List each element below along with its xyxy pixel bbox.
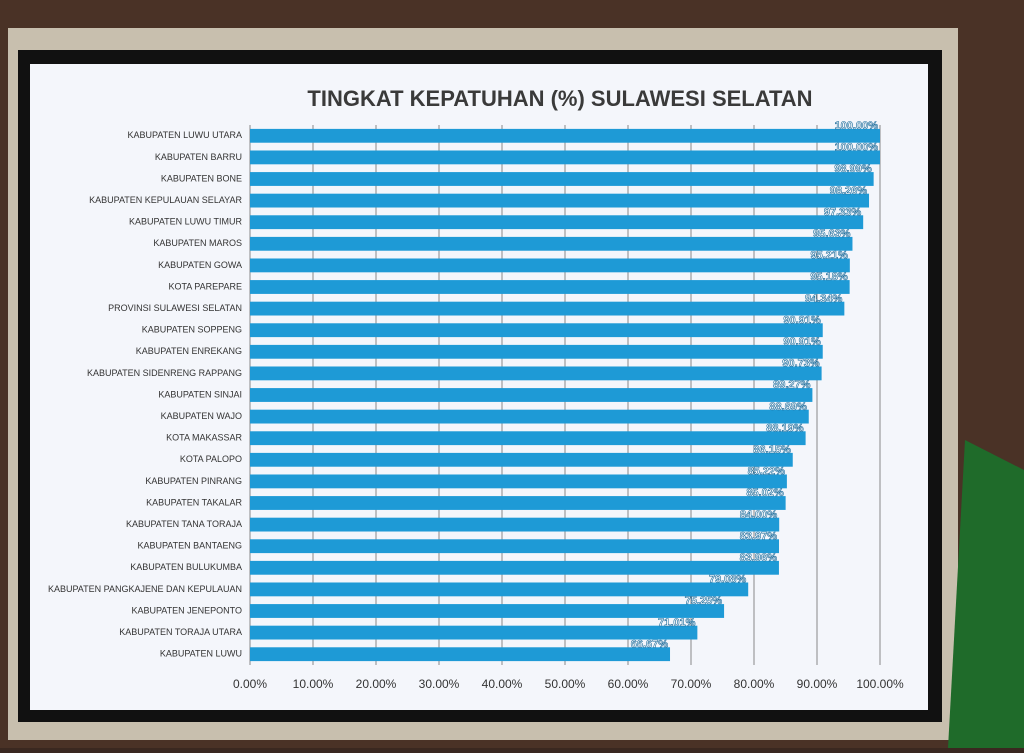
chart-title: TINGKAT KEPATUHAN (%) SULAWESI SELATAN	[307, 86, 812, 111]
x-tick-label: 20.00%	[356, 677, 397, 691]
bar	[250, 560, 779, 575]
bar	[250, 539, 780, 554]
value-label: 98.99%	[834, 163, 872, 175]
bar	[250, 258, 850, 273]
bar	[250, 388, 813, 402]
slide	[30, 64, 928, 710]
value-label: 98.26%	[830, 185, 868, 197]
bar	[250, 344, 823, 359]
value-label: 71.01%	[658, 617, 696, 629]
x-tick-label: 90.00%	[797, 677, 838, 691]
y-tick-label: KABUPATEN BONE	[161, 173, 242, 183]
value-label: 88.19%	[766, 422, 804, 434]
bar	[250, 301, 845, 316]
value-label: 95.18%	[810, 271, 848, 283]
value-label: 89.27%	[773, 379, 811, 391]
y-tick-label: KABUPATEN MAROS	[153, 238, 242, 248]
bar	[250, 647, 671, 662]
bar	[250, 517, 780, 532]
y-tick-label: KABUPATEN GOWA	[158, 260, 242, 270]
bar	[250, 366, 822, 381]
x-tick-label: 30.00%	[419, 677, 460, 691]
value-label: 85.22%	[748, 466, 786, 478]
value-label: 84.00%	[740, 509, 778, 521]
value-label: 90.91%	[783, 314, 821, 326]
y-tick-label: KOTA MAKASSAR	[166, 433, 242, 443]
y-tick-label: KABUPATEN SOPPENG	[142, 325, 242, 335]
value-label: 100.00%	[835, 120, 879, 132]
bar	[250, 323, 823, 338]
value-label: 94.34%	[805, 293, 843, 305]
bar	[250, 582, 749, 597]
bar	[250, 128, 880, 143]
y-tick-label: KABUPATEN LUWU TIMUR	[129, 217, 243, 227]
y-tick-label: KABUPATEN TAKALAR	[146, 497, 242, 507]
bar	[250, 496, 786, 510]
value-label: 85.02%	[746, 487, 784, 499]
y-tick-label: KABUPATEN JENEPONTO	[131, 605, 242, 615]
y-tick-label: KABUPATEN PANGKAJENE DAN KEPULAUAN	[48, 584, 242, 594]
x-tick-label: 40.00%	[482, 677, 523, 691]
value-label: 97.33%	[824, 206, 862, 218]
y-tick-label: KABUPATEN BANTAENG	[137, 541, 242, 551]
y-tick-label: KABUPATEN LUWU	[160, 649, 242, 659]
y-tick-label: KABUPATEN TANA TORAJA	[126, 519, 242, 529]
value-label: 79.08%	[709, 574, 747, 586]
bar	[250, 193, 870, 208]
value-label: 86.15%	[753, 444, 791, 456]
bar	[250, 452, 793, 467]
x-tick-label: 80.00%	[734, 677, 775, 691]
value-label: 90.73%	[782, 358, 820, 370]
x-tick-label: 10.00%	[293, 677, 334, 691]
bar	[250, 474, 787, 489]
value-label: 90.91%	[783, 336, 821, 348]
y-tick-label: KABUPATEN BULUKUMBA	[130, 562, 242, 572]
x-tick-label: 60.00%	[608, 677, 649, 691]
bar	[250, 215, 864, 230]
bar	[250, 150, 880, 165]
y-tick-label: KABUPATEN KEPULAUAN SELAYAR	[89, 195, 242, 205]
y-tick-label: KABUPATEN WAJO	[161, 411, 242, 421]
y-tick-label: KABUPATEN BARRU	[155, 152, 242, 162]
y-tick-label: KABUPATEN TORAJA UTARA	[119, 627, 242, 637]
value-label: 100.00%	[835, 142, 879, 154]
y-tick-label: KABUPATEN LUWU UTARA	[127, 130, 242, 140]
y-tick-label: KOTA PAREPARE	[168, 281, 242, 291]
y-tick-label: KOTA PALOPO	[180, 454, 242, 464]
y-tick-label: PROVINSI SULAWESI SELATAN	[108, 303, 242, 313]
value-label: 88.69%	[769, 401, 807, 413]
bar	[250, 280, 850, 294]
y-tick-label: KABUPATEN SIDENRENG RAPPANG	[87, 368, 242, 378]
value-label: 83.96%	[740, 552, 778, 564]
value-label: 83.97%	[740, 530, 778, 542]
value-label: 95.21%	[811, 250, 849, 262]
bar	[250, 409, 809, 424]
y-tick-label: KABUPATEN PINRANG	[145, 476, 242, 486]
flag	[948, 440, 1024, 748]
value-label: 95.63%	[813, 228, 851, 240]
bar	[250, 172, 874, 186]
y-tick-label: KABUPATEN SINJAI	[158, 389, 242, 399]
x-tick-label: 0.00%	[233, 677, 267, 691]
y-tick-label: KABUPATEN ENREKANG	[136, 346, 242, 356]
bar	[250, 236, 853, 251]
x-tick-label: 70.00%	[671, 677, 712, 691]
value-label: 75.25%	[685, 595, 723, 607]
bar	[250, 625, 698, 640]
value-label: 66.67%	[631, 638, 669, 650]
x-tick-label: 100.00%	[856, 677, 904, 691]
bar	[250, 604, 725, 618]
x-tick-label: 50.00%	[545, 677, 586, 691]
bar	[250, 431, 806, 446]
